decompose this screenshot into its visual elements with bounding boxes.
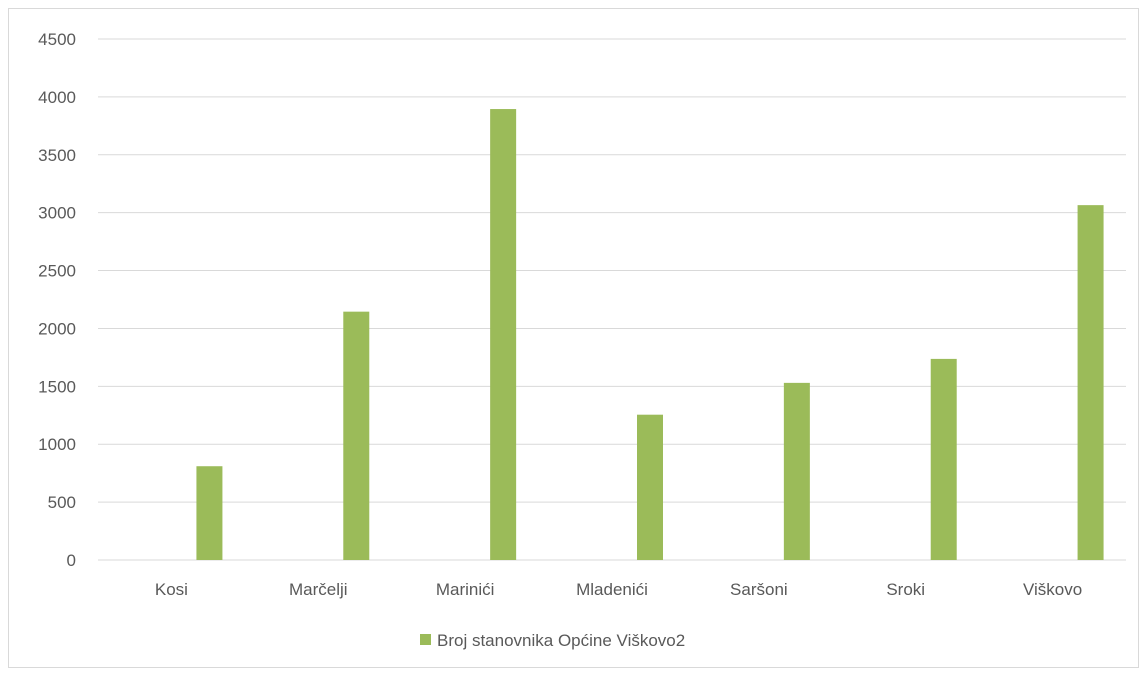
y-tick-label: 1000 xyxy=(38,435,76,454)
bar xyxy=(783,382,810,560)
legend: Broj stanovnika Općine Viškovo2 xyxy=(420,631,685,650)
bar xyxy=(196,466,223,560)
y-tick-label: 1500 xyxy=(38,377,76,396)
bar xyxy=(930,358,957,560)
y-tick-label: 3000 xyxy=(38,204,76,223)
y-tick-label: 3500 xyxy=(38,146,76,165)
legend-swatch xyxy=(420,634,431,645)
y-tick-label: 4000 xyxy=(38,88,76,107)
legend-label: Broj stanovnika Općine Viškovo2 xyxy=(437,631,685,650)
y-tick-label: 500 xyxy=(48,493,76,512)
y-tick-label: 2000 xyxy=(38,319,76,338)
bar xyxy=(490,109,517,560)
x-tick-label: Kosi xyxy=(155,580,188,599)
y-axis-tick-labels: 0 500 1000 1500 2000 2500 3000 3500 4000 4500 xyxy=(38,30,76,570)
x-tick-label: Saršoni xyxy=(730,580,788,599)
x-tick-label: Marčelji xyxy=(289,580,348,599)
x-axis-tick-labels: Kosi Marčelji Marinići Mladenići Saršoni Srok… xyxy=(155,580,1082,599)
y-tick-label: 0 xyxy=(67,551,76,570)
y-tick-label: 4500 xyxy=(38,30,76,49)
bar xyxy=(637,414,663,560)
x-tick-label: Marinići xyxy=(436,580,495,599)
y-tick-label: 2500 xyxy=(38,262,76,281)
bar xyxy=(343,311,370,560)
x-tick-label: Viškovo xyxy=(1023,580,1082,599)
bar xyxy=(1077,205,1104,560)
bars xyxy=(196,109,1104,560)
x-tick-label: Sroki xyxy=(886,580,925,599)
gridlines xyxy=(98,38,1126,561)
x-tick-label: Mladenići xyxy=(576,580,648,599)
